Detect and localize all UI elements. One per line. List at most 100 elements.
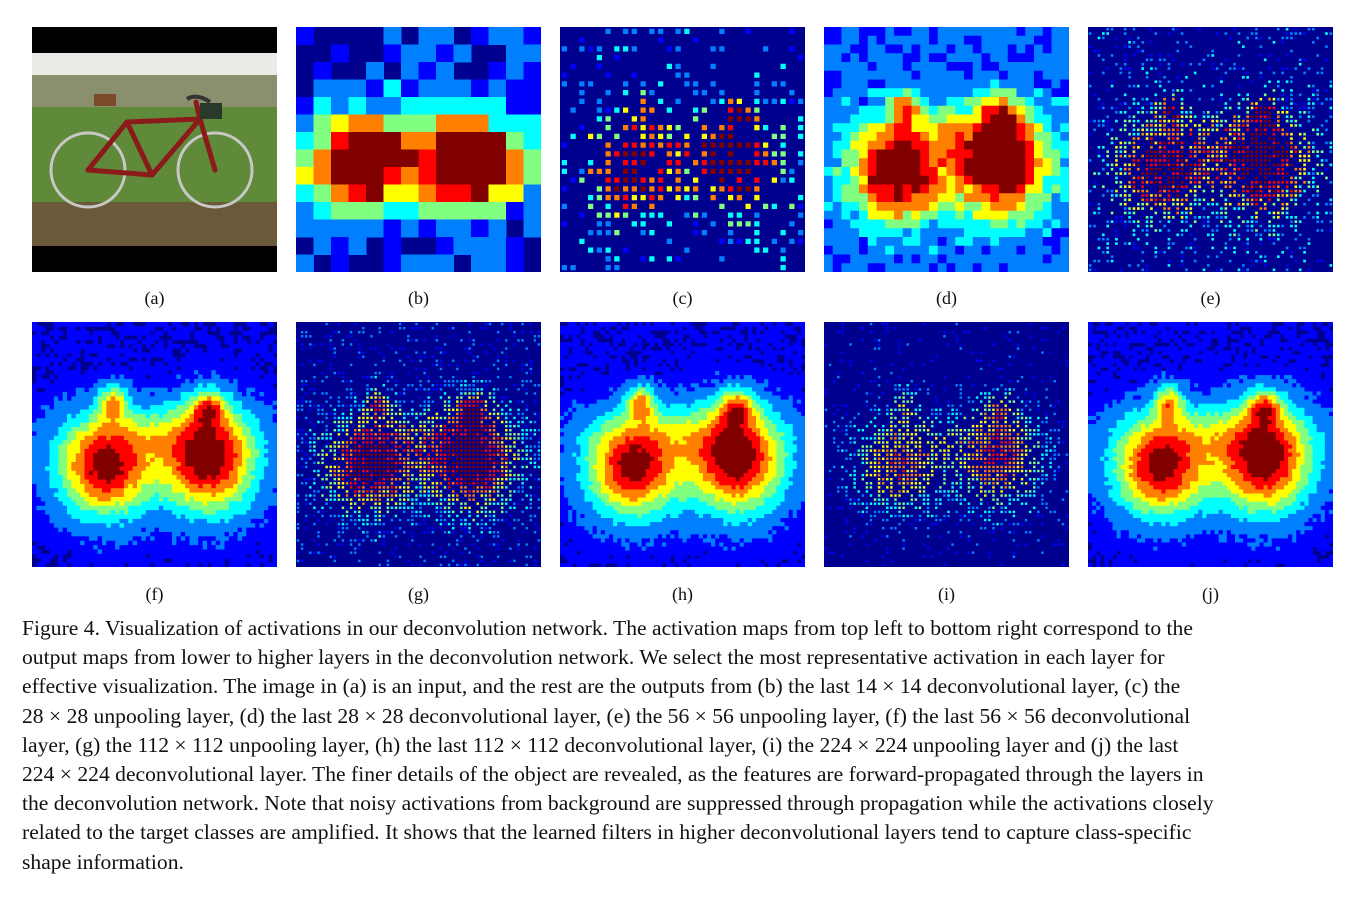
activation-cell bbox=[605, 221, 611, 227]
activation-cell bbox=[1237, 194, 1241, 197]
activation-cell bbox=[71, 352, 77, 358]
activation-cell bbox=[666, 107, 672, 113]
activation-cell bbox=[736, 160, 742, 166]
activation-cell bbox=[920, 53, 930, 63]
activation-cell bbox=[946, 184, 956, 194]
activation-cell bbox=[763, 142, 769, 148]
activation-cell bbox=[1263, 181, 1267, 184]
activation-cell bbox=[32, 348, 37, 354]
activation-cell bbox=[614, 46, 620, 52]
activation-cell bbox=[754, 212, 760, 218]
activation-cell bbox=[67, 518, 72, 524]
activation-cell bbox=[71, 418, 77, 424]
activation-cell bbox=[841, 123, 851, 133]
activation-cell bbox=[798, 125, 804, 131]
activation-cell bbox=[1150, 102, 1153, 105]
activation-cell bbox=[1268, 124, 1271, 127]
activation-cell bbox=[145, 483, 151, 489]
activation-cell bbox=[255, 466, 261, 472]
activation-cell bbox=[141, 400, 147, 406]
activation-cell bbox=[1025, 263, 1035, 272]
activation-cell bbox=[250, 361, 256, 367]
activation-cell bbox=[128, 330, 134, 336]
activation-cell bbox=[780, 98, 786, 104]
activation-cell bbox=[163, 405, 169, 411]
activation-cell bbox=[894, 202, 904, 212]
activation-cell bbox=[268, 322, 274, 327]
activation-cell bbox=[150, 427, 156, 432]
activation-cell bbox=[929, 228, 939, 238]
activation-cell bbox=[158, 383, 164, 389]
activation-cell bbox=[246, 422, 252, 428]
activation-cell bbox=[1051, 88, 1061, 98]
activation-cell bbox=[488, 219, 507, 238]
activation-cell bbox=[62, 405, 68, 411]
activation-cell bbox=[1034, 184, 1044, 194]
activation-cell bbox=[972, 105, 982, 115]
activation-cell bbox=[45, 413, 51, 419]
activation-cell bbox=[237, 409, 243, 415]
activation-cell bbox=[972, 79, 982, 89]
activation-cell bbox=[185, 361, 191, 367]
activation-cell bbox=[40, 470, 46, 476]
activation-cell bbox=[640, 107, 646, 113]
activation-cell bbox=[1312, 172, 1315, 175]
activation-cell bbox=[972, 140, 982, 150]
activation-cell bbox=[106, 444, 112, 450]
activation-cell bbox=[259, 339, 265, 345]
activation-cell bbox=[45, 427, 51, 432]
activation-cell bbox=[180, 348, 186, 354]
activation-cell bbox=[272, 413, 277, 419]
activation-cell bbox=[1193, 198, 1197, 202]
activation-cell bbox=[920, 140, 930, 150]
activation-cell bbox=[40, 370, 46, 376]
activation-cell bbox=[990, 245, 1000, 255]
activation-cell bbox=[189, 392, 195, 397]
activation-cell bbox=[955, 245, 965, 255]
activation-cell bbox=[62, 427, 68, 432]
activation-cell bbox=[141, 330, 147, 336]
activation-cell bbox=[180, 435, 186, 441]
activation-cell bbox=[62, 370, 68, 376]
activation-cell bbox=[224, 405, 230, 411]
activation-cell bbox=[93, 418, 99, 424]
activation-cell bbox=[1290, 32, 1293, 35]
activation-cell bbox=[383, 237, 402, 255]
activation-cell bbox=[859, 70, 869, 80]
activation-cell bbox=[45, 378, 51, 384]
activation-cell bbox=[471, 237, 489, 255]
activation-cell bbox=[894, 245, 904, 255]
activation-cell bbox=[649, 28, 655, 34]
activation-cell bbox=[1176, 119, 1180, 123]
activation-cell bbox=[215, 479, 221, 485]
activation-cell bbox=[128, 510, 134, 516]
activation-cell bbox=[233, 427, 239, 432]
activation-cell bbox=[605, 160, 611, 166]
activation-cell bbox=[242, 357, 247, 362]
activation-cell bbox=[119, 326, 125, 332]
activation-cell bbox=[964, 175, 974, 185]
activation-cell bbox=[211, 392, 217, 397]
activation-cell bbox=[920, 254, 930, 264]
activation-cell bbox=[1290, 119, 1293, 123]
activation-cell bbox=[1285, 172, 1289, 175]
activation-cell bbox=[189, 505, 195, 511]
activation-cell bbox=[180, 326, 186, 332]
activation-cell bbox=[246, 413, 252, 419]
activation-cell bbox=[75, 396, 81, 402]
activation-cell bbox=[1237, 41, 1241, 44]
activation-cell bbox=[185, 427, 191, 432]
activation-cell bbox=[929, 263, 939, 272]
activation-cell bbox=[946, 123, 956, 133]
activation-cell bbox=[71, 387, 77, 393]
activation-cell bbox=[128, 396, 134, 402]
activation-cell bbox=[32, 453, 37, 459]
activation-cell bbox=[36, 470, 42, 476]
activation-cell bbox=[228, 444, 234, 450]
activation-cell bbox=[1154, 251, 1158, 254]
activation-cell bbox=[102, 400, 107, 406]
activation-cell bbox=[53, 475, 59, 481]
activation-cell bbox=[1277, 172, 1280, 175]
activation-cell bbox=[84, 348, 90, 354]
activation-cell bbox=[1176, 233, 1180, 237]
